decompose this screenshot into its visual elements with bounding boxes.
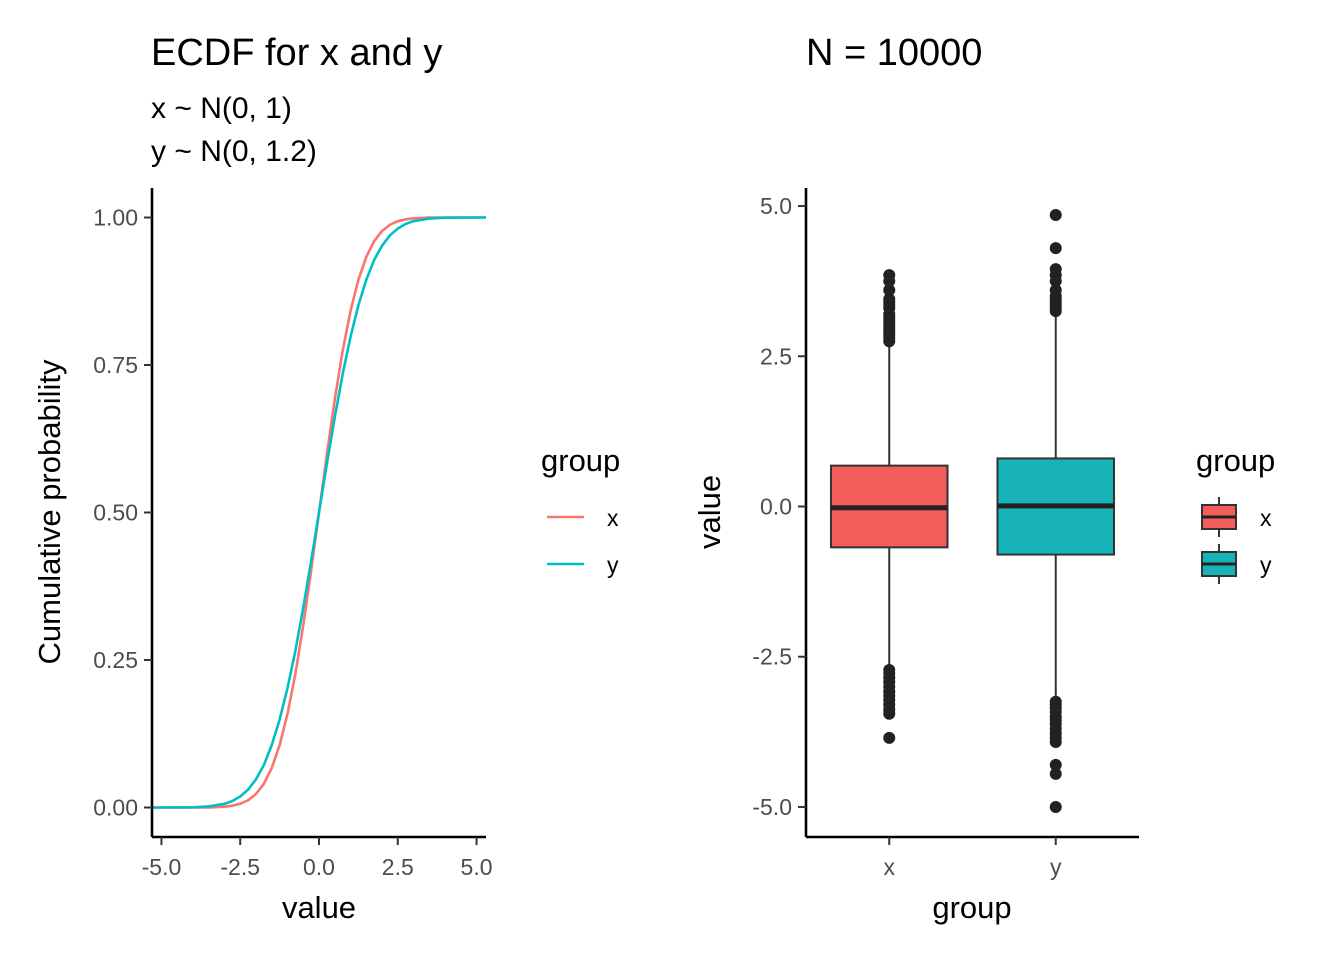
boxplot-y-axis-title: value	[692, 475, 727, 549]
ecdf-y-axis-title: Cumulative probability	[32, 359, 67, 664]
boxplot-legend-key-y	[1201, 544, 1237, 584]
ecdf-plot-area: -5.0 -2.5 0.0 2.5 5.0 0.00 0.25 0.50 0.75 1.00	[93, 188, 493, 880]
ecdf-y-tick-label: 0.25	[93, 647, 138, 673]
ecdf-x-tick-label: 2.5	[382, 854, 414, 880]
ecdf-subtitle-line-2: y ~ N(0, 1.2)	[151, 135, 317, 168]
ecdf-legend: group x y	[541, 443, 620, 578]
outlier-point-y	[1049, 242, 1062, 255]
ecdf-x-tick-label: 5.0	[461, 854, 493, 880]
ecdf-panel: ECDF for x and y x ~ N(0, 1) y ~ N(0, 1.…	[32, 32, 620, 925]
outlier-point-y	[1049, 758, 1062, 771]
boxplot-panel: N = 10000 x y5.02.50.0-2.5-5.0 group valu…	[692, 32, 1275, 925]
boxplot-legend-label-y: y	[1260, 552, 1272, 578]
outlier-point-y	[1049, 736, 1062, 749]
outlier-point-y	[1049, 275, 1062, 288]
boxplot-title: N = 10000	[806, 32, 982, 74]
outlier-point-y	[1049, 800, 1062, 813]
boxplot-x-axis-title: group	[932, 890, 1011, 925]
outlier-point-x	[883, 707, 896, 720]
outlier-point-y	[1049, 767, 1062, 780]
boxplot-legend-title: group	[1196, 443, 1275, 478]
boxplot-y-tick-label: -2.5	[752, 644, 792, 670]
ecdf-subtitle-line-1: x ~ N(0, 1)	[151, 92, 292, 125]
outlier-point-x	[883, 335, 896, 348]
boxplot-x-tick-label: x	[884, 854, 896, 880]
boxplot-y-tick-label: 2.5	[760, 343, 792, 369]
ecdf-line-y	[152, 216, 486, 809]
ecdf-x-tick-label: 0.0	[303, 854, 335, 880]
outlier-point-y	[1049, 209, 1062, 222]
boxplot-legend-key-x	[1201, 497, 1237, 537]
outlier-point-x	[883, 284, 896, 297]
ecdf-x-tick-label: -2.5	[220, 854, 260, 880]
outlier-point-y	[1049, 305, 1062, 318]
ecdf-legend-title: group	[541, 443, 620, 478]
outlier-point-x	[883, 731, 896, 744]
ecdf-y-tick-label: 0.00	[93, 795, 138, 821]
boxplot-y-tick-label: 5.0	[760, 193, 792, 219]
boxplot-y-tick-label: 0.0	[760, 493, 792, 519]
boxplot-legend-label-x: x	[1260, 505, 1272, 531]
ecdf-y-tick-label: 0.50	[93, 500, 138, 526]
ecdf-legend-label-y: y	[607, 552, 619, 578]
boxplot-x-tick-label: y	[1050, 854, 1062, 880]
ecdf-y-tick-label: 0.75	[93, 352, 138, 378]
boxplot-legend: group x y	[1196, 443, 1275, 584]
outlier-point-x	[883, 275, 896, 288]
ecdf-x-tick-label: -5.0	[142, 854, 182, 880]
boxplot-plot-area: x y 5.0 2.5 0.0 -2.5 -5.0	[752, 188, 1139, 880]
ecdf-legend-label-x: x	[607, 505, 619, 531]
boxplot-y-tick-label: -5.0	[752, 794, 792, 820]
ecdf-x-axis-title: value	[282, 890, 356, 925]
ecdf-y-tick-label: 1.00	[93, 205, 138, 231]
ecdf-title: ECDF for x and y	[151, 32, 442, 74]
